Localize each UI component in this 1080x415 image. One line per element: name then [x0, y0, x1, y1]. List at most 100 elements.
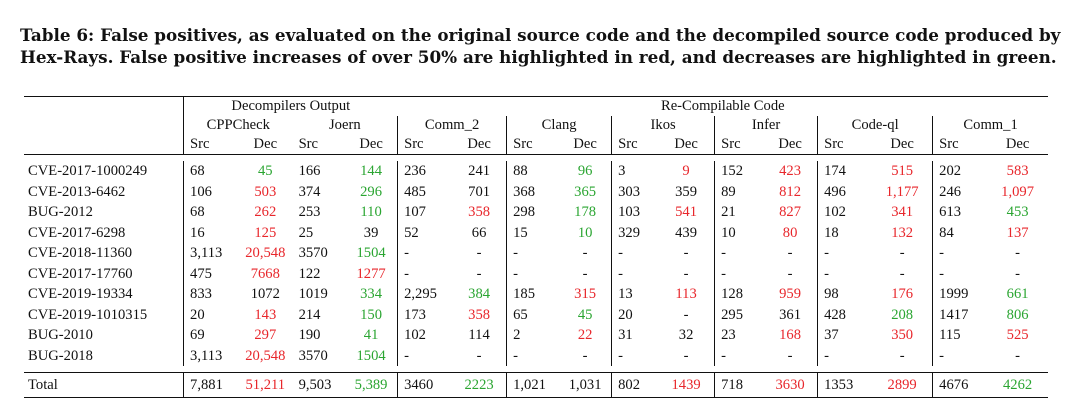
src-header: Src: [817, 135, 873, 155]
src-cell: 2,295: [397, 284, 453, 305]
table-row: CVE-2013-6462 106 503 374 296 485 701 368 365 303…: [24, 181, 1048, 202]
dec-cell: 132: [891, 224, 914, 241]
dec-cell: -: [476, 245, 482, 261]
row-label: CVE-2019-19334: [28, 286, 133, 302]
src-cell: 802: [611, 372, 659, 398]
dec-cell: 178: [574, 204, 597, 220]
dec-header: Dec: [238, 135, 293, 155]
src-cell: -: [817, 243, 873, 264]
dec-cell: 1277: [356, 265, 386, 282]
table-container: Decompilers Output Re-Compilable Code CP…: [24, 96, 1048, 398]
src-cell: 102: [397, 325, 453, 346]
src-cell: 374: [298, 183, 321, 200]
src-cell: 496: [817, 181, 873, 202]
dec-cell: 503: [254, 183, 277, 200]
dec-cell: 168: [779, 327, 802, 343]
src-cell: 122: [298, 265, 321, 282]
dec-cell: 827: [779, 204, 802, 220]
false-positives-table: Decompilers Output Re-Compilable Code CP…: [24, 96, 1048, 398]
dec-cell: 583: [1006, 163, 1029, 179]
src-cell: -: [714, 243, 764, 264]
dec-cell: -: [899, 265, 905, 282]
corner-cell: [24, 96, 184, 116]
src-cell: 69: [183, 325, 239, 346]
dec-cell: -: [1015, 245, 1021, 261]
dec-cell: 315: [574, 286, 597, 302]
src-cell: 236: [397, 161, 453, 182]
dec-header: Dec: [452, 135, 507, 155]
dec-cell: 20,548: [245, 347, 286, 364]
src-cell: 9,503: [292, 372, 346, 398]
table-row: CVE-2017-17760 475 7668 122 1277- - - - - - - - - - - -: [24, 263, 1048, 284]
dec-cell: -: [683, 265, 689, 282]
src-cell: 7,881: [183, 372, 239, 398]
table-row: CVE-2017-6298 16 125 25 39 52 66 15 10 329 439 10 80…: [24, 222, 1048, 243]
tool-header: Clang: [506, 116, 612, 135]
row-label: Total: [24, 372, 184, 398]
dec-cell: 114: [468, 327, 490, 343]
src-cell: 246: [932, 181, 988, 202]
src-cell: 106: [183, 181, 239, 202]
table-row: CVE-2017-1000249 68 45 166 144 236 241 88 96 3 9 15…: [24, 161, 1048, 182]
dec-cell: 241: [468, 163, 491, 179]
dec-cell: 358: [468, 204, 491, 220]
tool-header: Code-ql: [817, 116, 933, 135]
src-cell: 88: [506, 161, 560, 182]
dec-cell: 384: [468, 286, 491, 302]
src-cell: -: [506, 345, 560, 366]
src-cell: -: [506, 263, 560, 284]
dec-cell: 350: [891, 327, 914, 343]
dec-header: Dec: [987, 135, 1048, 155]
src-cell: 37: [817, 325, 873, 346]
src-cell: -: [611, 243, 659, 264]
dec-header: Dec: [559, 135, 612, 155]
dec-cell: -: [787, 245, 793, 261]
dec-header: Dec: [345, 135, 398, 155]
dec-header: Dec: [658, 135, 715, 155]
row-label: BUG-2018: [28, 347, 93, 364]
src-cell: 428: [817, 304, 873, 325]
src-header: Src: [932, 135, 988, 155]
src-cell: 68: [183, 202, 239, 223]
table-row: BUG-2012 68 262 253 110 107 358 298 178 103 541 21 8…: [24, 202, 1048, 223]
src-cell: 3460: [397, 372, 453, 398]
src-cell: 1999: [932, 284, 988, 305]
src-header: Src: [397, 135, 453, 155]
src-cell: 4676: [932, 372, 988, 398]
src-cell: -: [506, 243, 560, 264]
dec-cell: 541: [675, 204, 698, 220]
src-cell: 185: [506, 284, 560, 305]
src-cell: 21: [714, 202, 764, 223]
tool-header: Joern: [329, 117, 361, 133]
src-cell: 3,113: [183, 243, 239, 264]
dec-cell: -: [787, 265, 793, 282]
tool-header: Comm_2: [397, 116, 507, 135]
src-cell: -: [714, 345, 764, 366]
dec-cell: 45: [258, 163, 273, 179]
src-cell: 52: [397, 222, 453, 243]
src-cell: 253: [298, 204, 321, 220]
src-cell: 68: [183, 161, 239, 182]
dec-cell: 661: [1006, 286, 1029, 302]
row-label: CVE-2017-17760: [28, 265, 133, 282]
dec-cell: -: [582, 347, 588, 364]
row-label: CVE-2013-6462: [28, 183, 126, 200]
dec-cell: -: [476, 265, 482, 282]
src-cell: 298: [506, 202, 560, 223]
src-cell: 718: [714, 372, 764, 398]
src-cell: 2: [506, 325, 560, 346]
src-cell: 1353: [817, 372, 873, 398]
src-cell: 214: [298, 306, 321, 323]
dec-cell: 9: [682, 163, 690, 179]
src-dec-header-row: Src Dec Src Dec Src Dec Src Dec Src Dec Src Dec Src D…: [24, 135, 1048, 155]
src-cell: 65: [506, 304, 560, 325]
src-cell: 174: [817, 161, 873, 182]
dec-cell: -: [1015, 265, 1021, 282]
dec-cell: -: [787, 347, 793, 364]
dec-cell: 41: [363, 327, 379, 343]
dec-cell: 361: [779, 306, 802, 323]
dec-cell: 110: [360, 204, 382, 220]
dec-cell: 701: [468, 183, 491, 200]
dec-cell: 334: [360, 286, 383, 302]
src-cell: 102: [817, 202, 873, 223]
